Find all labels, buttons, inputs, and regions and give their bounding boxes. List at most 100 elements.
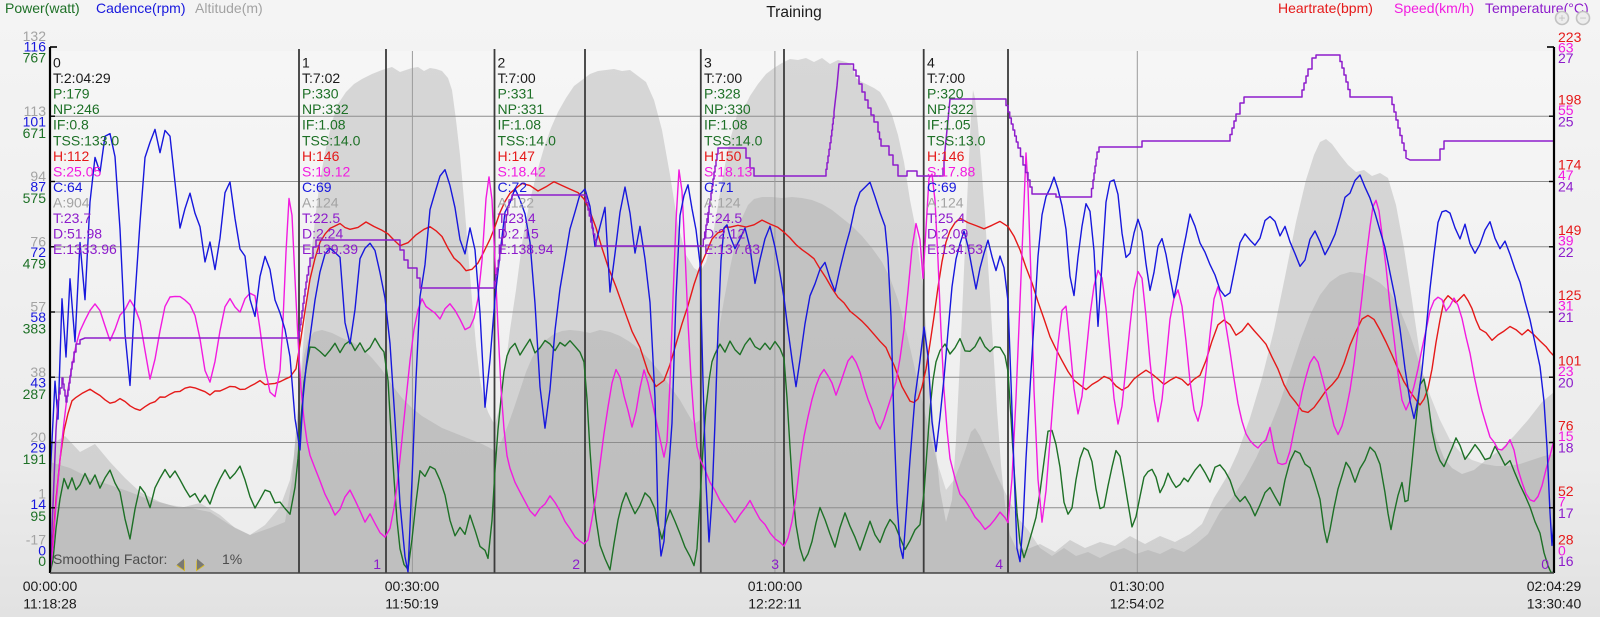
svg-text:76: 76 — [30, 233, 46, 249]
svg-text:T:23.4: T:23.4 — [498, 210, 536, 226]
svg-text:29: 29 — [30, 440, 46, 456]
svg-text:TSS:14.0: TSS:14.0 — [704, 132, 763, 148]
svg-text:101: 101 — [1558, 352, 1582, 368]
svg-text:174: 174 — [1558, 157, 1582, 173]
svg-text:39: 39 — [1558, 232, 1574, 248]
svg-text:01:30:00: 01:30:00 — [1110, 578, 1165, 594]
svg-text:P:328: P:328 — [704, 86, 741, 102]
svg-text:Altitude(m): Altitude(m) — [195, 0, 263, 16]
svg-text:63: 63 — [1558, 40, 1574, 56]
svg-text:IF:1.08: IF:1.08 — [302, 117, 346, 133]
svg-text:Cadence(rpm): Cadence(rpm) — [96, 0, 185, 16]
svg-text:21: 21 — [1558, 309, 1574, 325]
svg-text:00:30:00: 00:30:00 — [385, 578, 440, 594]
svg-text:C:64: C:64 — [53, 179, 83, 195]
svg-text:31: 31 — [1558, 298, 1574, 314]
svg-text:Temperature(°C): Temperature(°C) — [1485, 0, 1589, 16]
svg-text:55: 55 — [1558, 102, 1574, 118]
svg-text:671: 671 — [23, 125, 47, 141]
svg-text:12:22:11: 12:22:11 — [748, 596, 802, 612]
svg-text:A:124: A:124 — [927, 194, 964, 210]
svg-text:T:7:00: T:7:00 — [704, 70, 742, 86]
svg-text:NP:246: NP:246 — [53, 101, 100, 117]
svg-text:4: 4 — [995, 556, 1003, 572]
svg-text:113: 113 — [24, 103, 47, 119]
svg-text:1: 1 — [302, 55, 310, 71]
svg-text:287: 287 — [23, 386, 47, 402]
svg-text:15: 15 — [1558, 428, 1574, 444]
svg-text:TSS:14.0: TSS:14.0 — [302, 132, 361, 148]
svg-text:00:00:00: 00:00:00 — [23, 578, 78, 594]
svg-text:C:69: C:69 — [927, 179, 957, 195]
svg-text:NP:330: NP:330 — [704, 101, 751, 117]
svg-text:C:69: C:69 — [302, 179, 332, 195]
svg-text:17: 17 — [1558, 505, 1574, 521]
svg-text:A:904: A:904 — [53, 194, 90, 210]
svg-text:A:124: A:124 — [704, 194, 741, 210]
svg-text:S:19.12: S:19.12 — [302, 163, 350, 179]
svg-text:4: 4 — [927, 55, 935, 71]
svg-text:223: 223 — [1558, 29, 1582, 45]
svg-text:Power(watt): Power(watt) — [5, 0, 80, 16]
svg-text:1%: 1% — [222, 551, 242, 567]
svg-text:IF:1.08: IF:1.08 — [704, 117, 748, 133]
svg-text:T:23.7: T:23.7 — [53, 210, 91, 226]
svg-text:A:124: A:124 — [302, 194, 339, 210]
svg-text:T:2:04:29: T:2:04:29 — [53, 70, 111, 86]
svg-text:58: 58 — [30, 309, 46, 325]
svg-text:11:18:28: 11:18:28 — [23, 596, 77, 612]
svg-text:H:146: H:146 — [302, 148, 340, 164]
svg-text:S:25.05: S:25.05 — [53, 163, 101, 179]
svg-text:S:18.13: S:18.13 — [704, 163, 752, 179]
svg-text:02:04:29: 02:04:29 — [1527, 578, 1582, 594]
svg-text:0: 0 — [38, 553, 46, 569]
svg-text:H:112: H:112 — [53, 148, 90, 164]
svg-text:479: 479 — [23, 255, 47, 271]
svg-text:198: 198 — [1558, 91, 1582, 107]
svg-text:3: 3 — [771, 556, 779, 572]
svg-text:E:138.94: E:138.94 — [498, 241, 554, 257]
svg-text:H:146: H:146 — [927, 148, 965, 164]
svg-text:72: 72 — [30, 244, 46, 260]
svg-text:TSS:13.0: TSS:13.0 — [927, 132, 986, 148]
svg-text:D:2.24: D:2.24 — [302, 226, 343, 242]
svg-text:C:71: C:71 — [704, 179, 734, 195]
svg-text:+: + — [1558, 11, 1565, 25]
svg-text:Training: Training — [766, 4, 821, 21]
svg-text:27: 27 — [1558, 50, 1574, 66]
svg-text:87: 87 — [30, 179, 46, 195]
svg-text:101: 101 — [23, 113, 47, 129]
svg-text:T:7:00: T:7:00 — [498, 70, 536, 86]
svg-text:25: 25 — [1558, 113, 1574, 129]
svg-text:24: 24 — [1558, 179, 1574, 195]
svg-text:D:51.98: D:51.98 — [53, 226, 102, 242]
svg-text:76: 76 — [1558, 418, 1574, 434]
svg-text:116: 116 — [24, 39, 47, 55]
svg-text:NP:322: NP:322 — [927, 101, 974, 117]
svg-text:P:331: P:331 — [498, 86, 535, 102]
svg-text:2: 2 — [498, 55, 506, 71]
svg-text:H:150: H:150 — [704, 148, 742, 164]
svg-text:T:25.4: T:25.4 — [927, 210, 965, 226]
svg-text:0: 0 — [1558, 542, 1566, 558]
svg-text:H:147: H:147 — [498, 148, 536, 164]
svg-text:T:24.5: T:24.5 — [704, 210, 742, 226]
svg-text:383: 383 — [23, 321, 47, 337]
svg-text:575: 575 — [23, 190, 47, 206]
svg-text:P:320: P:320 — [927, 86, 964, 102]
svg-text:IF:0.8: IF:0.8 — [53, 117, 89, 133]
svg-text:1: 1 — [373, 556, 381, 572]
svg-text:7: 7 — [1558, 493, 1566, 509]
svg-text:T:7:02: T:7:02 — [302, 70, 340, 86]
svg-text:S:18.42: S:18.42 — [498, 163, 546, 179]
svg-text:Smoothing Factor:: Smoothing Factor: — [53, 551, 167, 567]
svg-text:P:179: P:179 — [53, 86, 90, 102]
svg-text:94: 94 — [30, 168, 46, 184]
svg-text:16: 16 — [1558, 553, 1574, 569]
svg-text:E:139.39: E:139.39 — [302, 241, 358, 257]
svg-text:C:72: C:72 — [498, 179, 528, 195]
svg-text:IF:1.08: IF:1.08 — [498, 117, 542, 133]
svg-text:0: 0 — [53, 55, 61, 71]
svg-text:IF:1.05: IF:1.05 — [927, 117, 971, 133]
svg-text:0: 0 — [1541, 556, 1549, 572]
